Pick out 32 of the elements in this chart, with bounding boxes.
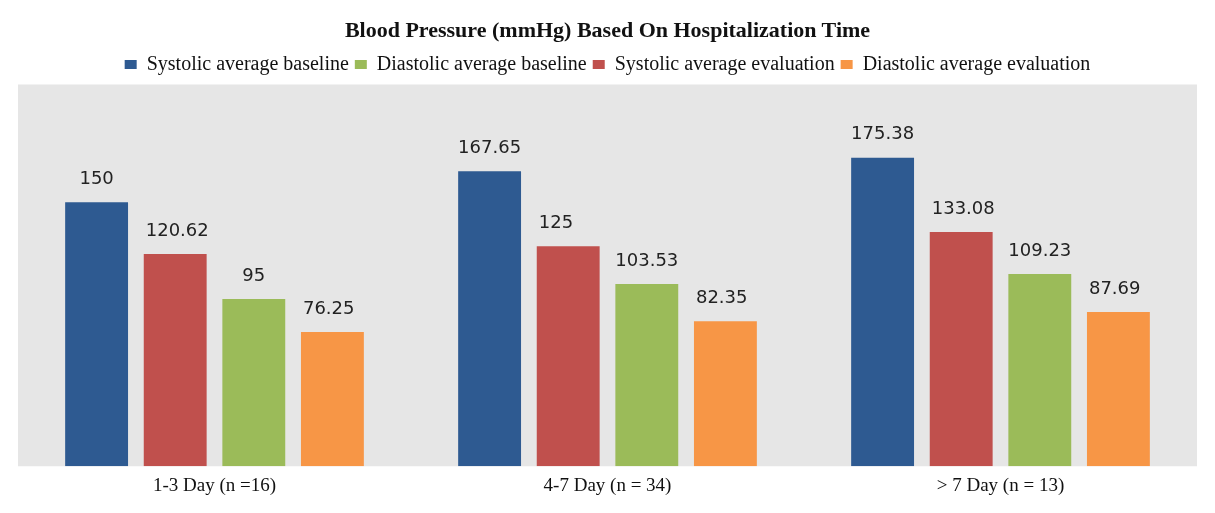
bar	[615, 284, 679, 467]
x-tick-label: 4-7 Day (n = 34)	[543, 473, 672, 496]
bar	[65, 202, 129, 467]
data-label: 167.65	[458, 135, 522, 157]
legend-label: Diastolic average evaluation	[862, 51, 1091, 75]
data-label: 133.08	[931, 196, 995, 218]
bar	[1008, 274, 1072, 467]
data-label: 87.69	[1088, 276, 1141, 298]
bar	[300, 332, 364, 467]
legend-label: Diastolic average baseline	[376, 51, 587, 75]
bar	[693, 321, 757, 467]
legend-label: Systolic average baseline	[146, 51, 349, 75]
legend-label: Systolic average evaluation	[614, 51, 835, 75]
data-label: 150	[79, 167, 114, 189]
data-label: 82.35	[695, 286, 748, 308]
bar	[851, 157, 915, 467]
data-label: 120.62	[145, 218, 209, 240]
x-tick-label: 1-3 Day (n =16)	[152, 473, 277, 496]
data-label: 125	[538, 211, 574, 232]
data-label: 103.53	[615, 248, 679, 270]
data-label: 175.38	[851, 122, 915, 144]
x-tick-label: > 7 Day (n = 13)	[936, 473, 1065, 496]
data-label: 109.23	[1008, 238, 1072, 260]
bar	[222, 299, 286, 467]
bar	[536, 246, 600, 467]
data-label: 76.25	[302, 296, 355, 318]
bar	[458, 171, 522, 467]
data-label: 95	[242, 263, 266, 285]
bar	[1086, 311, 1150, 467]
chart-title: Blood Pressure (mmHg) Based On Hospitalization Time	[344, 16, 871, 42]
bar	[143, 254, 207, 467]
bar	[929, 232, 993, 467]
